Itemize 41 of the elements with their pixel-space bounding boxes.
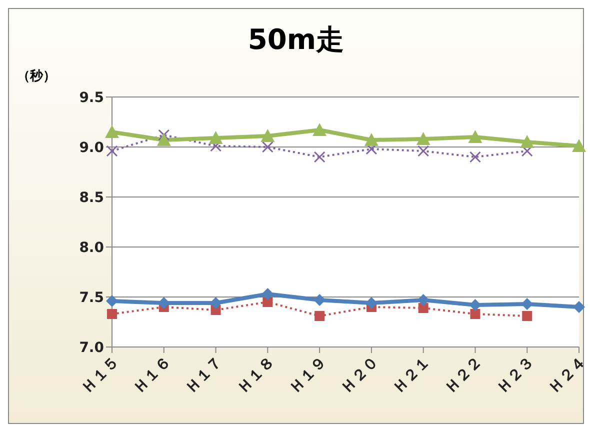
point (158, 129, 170, 141)
point (107, 309, 117, 319)
x-tick-label: Ｈ２３ (492, 352, 538, 398)
point (365, 297, 378, 309)
point (260, 129, 275, 142)
point (469, 151, 481, 163)
y-axis-title: （秒） (17, 68, 56, 85)
y-tick-label: 9.0 (79, 140, 104, 156)
x-tick-label: Ｈ１６ (130, 352, 174, 398)
x-tick-label: Ｈ１９ (285, 352, 330, 398)
y-tick-label: 7.5 (79, 290, 104, 306)
point (573, 301, 585, 313)
y-tick-label: 9.5 (79, 90, 104, 106)
point (416, 132, 430, 145)
x-tick-label: Ｈ２１ (389, 352, 434, 398)
point (522, 311, 532, 321)
point (314, 151, 326, 163)
point (262, 141, 274, 153)
point (314, 311, 325, 321)
x-tick-label: Ｈ１７ (182, 352, 226, 398)
x-tick-label: Ｈ２４ (544, 352, 590, 398)
point (156, 133, 171, 146)
point (158, 297, 170, 309)
point (262, 288, 274, 300)
point (312, 123, 327, 136)
x-tick-label: Ｈ２０ (337, 352, 382, 398)
point (364, 133, 378, 146)
chart-title: 50m走 (246, 22, 346, 58)
point (572, 139, 586, 152)
point (418, 303, 428, 313)
y-tick-label: 8.5 (79, 190, 104, 206)
point (262, 297, 273, 307)
point (208, 131, 223, 144)
x-tick-label: Ｈ２２ (441, 352, 486, 398)
point (105, 125, 119, 138)
x-tick-label: Ｈ１８ (233, 352, 278, 398)
y-tick-label: 8.0 (79, 240, 104, 256)
point (418, 145, 430, 157)
point (470, 309, 480, 319)
point (520, 135, 534, 148)
point (468, 130, 482, 143)
